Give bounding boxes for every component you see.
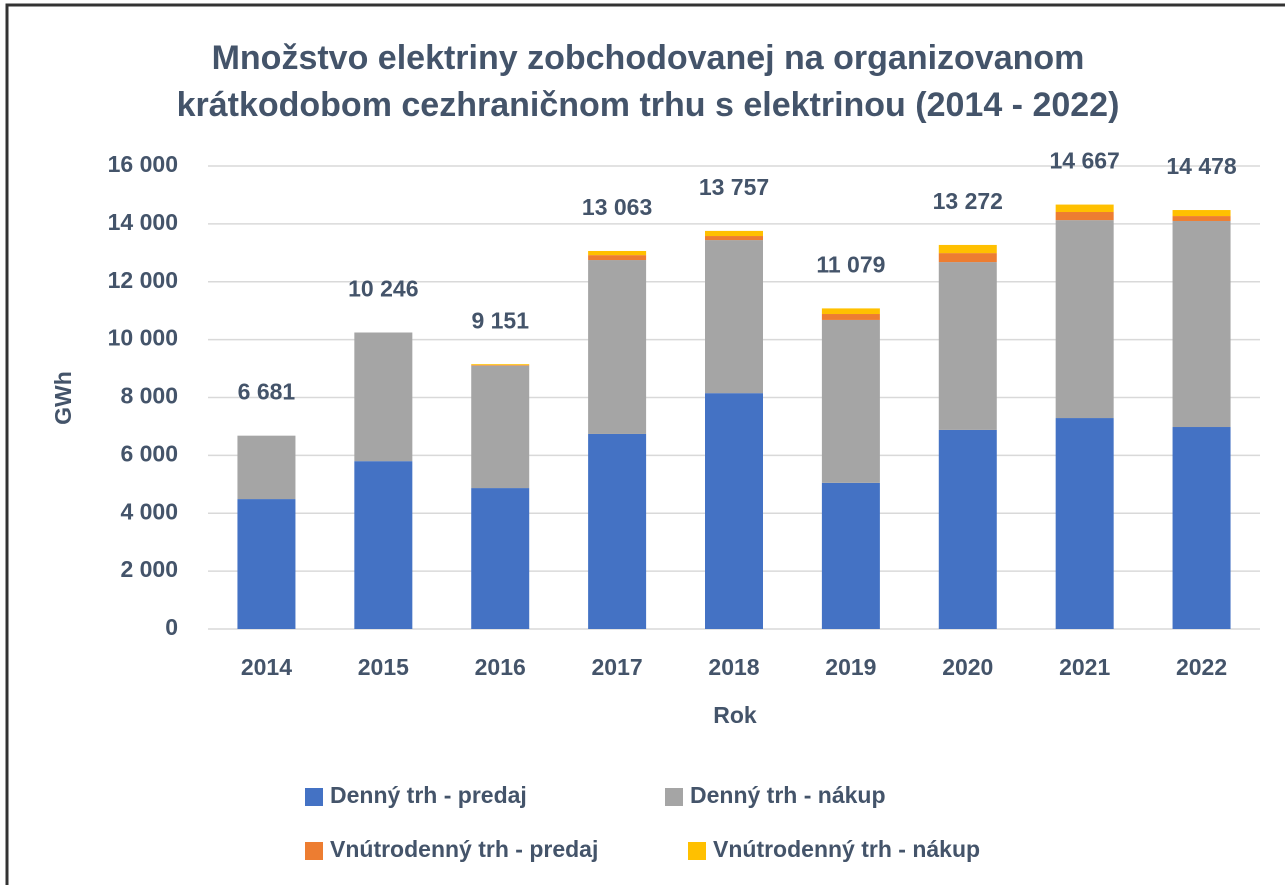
y-tick-label: 14 000 (108, 209, 178, 235)
total-label: 14 478 (1166, 153, 1237, 179)
bar-segment (938, 262, 997, 430)
total-label: 13 272 (933, 188, 1003, 214)
x-tick-label: 2018 (708, 654, 759, 680)
x-tick-label: 2021 (1059, 654, 1110, 680)
bar-segment (821, 482, 880, 629)
legend-swatch (665, 788, 683, 806)
bar-segment (705, 393, 763, 629)
bar-segment (1172, 220, 1231, 428)
legend-label: Vnútrodenný trh - predaj (330, 836, 598, 862)
legend-swatch (688, 842, 706, 860)
bar-segment (471, 488, 530, 629)
bar-segment (237, 499, 296, 629)
bar-segment (1055, 418, 1114, 629)
x-tick-label: 2016 (475, 654, 526, 680)
x-tick-label: 2019 (825, 654, 876, 680)
bar-segment (938, 253, 997, 263)
bar-segment (705, 236, 763, 241)
x-tick-label: 2014 (241, 654, 292, 680)
y-tick-label: 8 000 (120, 383, 178, 409)
x-tick-label: 2015 (358, 654, 409, 680)
bar-segment (588, 250, 647, 256)
chart-title: krátkodobom cezhraničnom trhu s elektrin… (177, 86, 1120, 124)
bar-segment (471, 364, 530, 366)
bar-segment (588, 260, 647, 434)
y-tick-label: 16 000 (108, 151, 178, 177)
bar-segment (1055, 220, 1114, 419)
bar-segment (705, 240, 763, 394)
bar-segment (1055, 212, 1114, 221)
y-axis-title: GWh (50, 371, 76, 425)
chart-title: Množstvo elektriny zobchodovanej na orga… (212, 39, 1085, 77)
x-tick-label: 2017 (592, 654, 643, 680)
bar-segment (354, 461, 413, 629)
bar-segment (1172, 216, 1231, 221)
bar-segment (938, 244, 997, 254)
legend-swatch (305, 842, 323, 860)
x-axis-title: Rok (713, 702, 757, 728)
bar-segment (821, 319, 880, 483)
bar-segment (821, 308, 880, 315)
y-tick-label: 12 000 (108, 267, 178, 293)
y-tick-label: 10 000 (108, 325, 178, 351)
bar-segment (471, 365, 530, 366)
bar-segment (705, 230, 763, 237)
bar-segment (588, 255, 647, 261)
bar-segment (1172, 427, 1231, 629)
bar-segment (821, 314, 880, 320)
legend-label: Vnútrodenný trh - nákup (713, 836, 980, 862)
legend-swatch (305, 788, 323, 806)
y-tick-label: 6 000 (120, 440, 178, 466)
total-label: 10 246 (348, 276, 418, 302)
bar-segment (237, 435, 296, 500)
bar-segment (1172, 210, 1231, 217)
bar-segment (354, 332, 413, 462)
y-tick-label: 4 000 (120, 498, 178, 524)
y-tick-label: 0 (165, 614, 178, 640)
total-label: 13 063 (582, 194, 652, 220)
bar-segment (938, 429, 997, 629)
x-tick-label: 2020 (942, 654, 993, 680)
total-label: 11 079 (816, 251, 885, 277)
bar-segment (1055, 204, 1114, 213)
total-label: 13 757 (699, 174, 769, 200)
x-tick-label: 2022 (1176, 654, 1227, 680)
y-tick-label: 2 000 (120, 556, 178, 582)
legend-label: Denný trh - nákup (690, 782, 886, 808)
total-label: 6 681 (238, 379, 296, 405)
bar-segment (471, 365, 530, 489)
bar-segment (588, 433, 647, 629)
legend-label: Denný trh - predaj (330, 782, 527, 808)
total-label: 14 667 (1049, 148, 1119, 174)
total-label: 9 151 (471, 307, 529, 333)
